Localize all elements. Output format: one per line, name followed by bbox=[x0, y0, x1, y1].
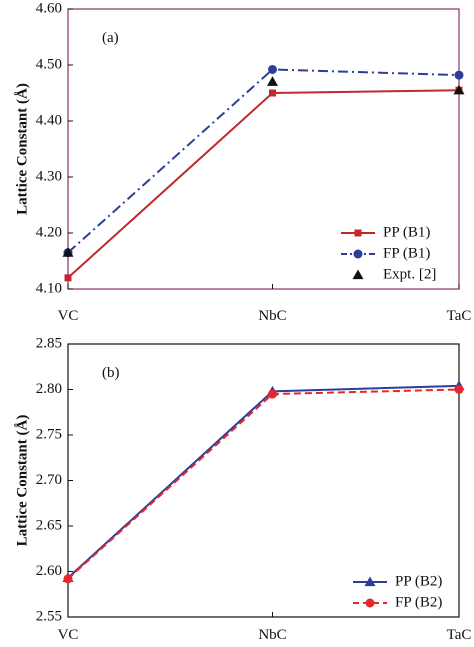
y-tick-label: 4.60 bbox=[36, 0, 62, 16]
x-tick-label: TaC bbox=[447, 627, 472, 643]
legend-item: FP (B2) bbox=[353, 594, 442, 610]
legend-item: PP (B2) bbox=[353, 573, 442, 589]
legend-label: PP (B2) bbox=[395, 573, 442, 589]
series-fp-b2 bbox=[63, 385, 464, 584]
plot-area-b: (b) Lattice Constant (Å) 2.55 2.60 2.65 2.7… bbox=[14, 335, 471, 643]
y-axis-title-a: Lattice Constant (Å) bbox=[14, 83, 30, 215]
legend-marker bbox=[365, 598, 375, 608]
y-tick-label: 4.30 bbox=[36, 168, 62, 184]
series-group-a bbox=[62, 64, 465, 282]
legend-item: PP (B1) bbox=[341, 224, 430, 240]
x-tick-label: NbC bbox=[258, 627, 286, 643]
legend-item: Expt. [2] bbox=[352, 266, 436, 282]
series-expt-2 bbox=[62, 76, 465, 257]
y-tick-label: 2.80 bbox=[36, 381, 62, 397]
data-point bbox=[267, 389, 277, 399]
y-tick-label: 2.85 bbox=[36, 335, 62, 351]
data-point bbox=[268, 89, 276, 97]
data-point bbox=[454, 70, 464, 80]
legend-marker bbox=[353, 249, 363, 259]
legend-label: Expt. [2] bbox=[383, 266, 436, 282]
legend-marker bbox=[364, 576, 376, 587]
data-point bbox=[267, 64, 277, 74]
x-axis-a: VC NbC TaC bbox=[58, 284, 472, 324]
y-axis-b: 2.55 2.60 2.65 2.70 2.75 2.80 2.85 bbox=[36, 335, 73, 624]
y-tick-label: 4.50 bbox=[36, 56, 62, 72]
y-axis-a: 4.10 4.20 4.30 4.40 4.50 4.60 bbox=[36, 0, 73, 296]
legend-label: FP (B2) bbox=[395, 594, 442, 610]
x-tick-label: NbC bbox=[258, 308, 286, 324]
data-point bbox=[454, 385, 464, 394]
legend-marker bbox=[354, 229, 362, 237]
panel-label-a: (a) bbox=[102, 30, 119, 46]
data-point bbox=[64, 274, 72, 282]
series-pp-b2 bbox=[62, 380, 465, 582]
data-point bbox=[63, 574, 73, 584]
y-tick-label: 4.10 bbox=[36, 280, 62, 296]
legend-a: PP (B1) FP (B1) Expt. [2] bbox=[341, 224, 436, 282]
legend-marker bbox=[352, 269, 364, 280]
series-line bbox=[67, 388, 460, 580]
y-tick-label: 4.20 bbox=[36, 224, 62, 240]
x-axis-b: VC NbC TaC bbox=[58, 612, 472, 643]
y-tick-label: 2.75 bbox=[36, 426, 62, 442]
data-point bbox=[62, 247, 74, 257]
plot-frame-a bbox=[67, 8, 460, 290]
legend-item: FP (B1) bbox=[341, 245, 430, 261]
legend-b: PP (B2) FP (B2) bbox=[353, 573, 442, 610]
series-line bbox=[67, 384, 460, 579]
y-axis-title-b: Lattice Constant (Å) bbox=[14, 415, 30, 547]
y-tick-label: 2.55 bbox=[36, 608, 62, 624]
panel-label-b: (b) bbox=[102, 365, 120, 381]
chart-panel-b: (b) Lattice Constant (Å) 2.55 2.60 2.65 2.7… bbox=[14, 335, 471, 643]
y-tick-label: 2.70 bbox=[36, 472, 62, 488]
legend-label: PP (B1) bbox=[383, 224, 430, 240]
x-tick-label: VC bbox=[58, 308, 79, 324]
data-point bbox=[266, 76, 278, 86]
x-tick-label: TaC bbox=[447, 308, 472, 324]
x-tick-label: VC bbox=[58, 627, 79, 643]
chart-panel-a: (a) Lattice Constant (Å) 4.10 4.20 4.30 4.4… bbox=[14, 0, 471, 324]
y-tick-label: 2.60 bbox=[36, 563, 62, 579]
series-group-b bbox=[62, 380, 465, 584]
legend-label: FP (B1) bbox=[383, 245, 430, 261]
plot-area-a: (a) Lattice Constant (Å) 4.10 4.20 4.30 4.4… bbox=[14, 0, 471, 324]
y-tick-label: 2.65 bbox=[36, 517, 62, 533]
data-point bbox=[453, 84, 465, 95]
y-tick-label: 4.40 bbox=[36, 112, 62, 128]
